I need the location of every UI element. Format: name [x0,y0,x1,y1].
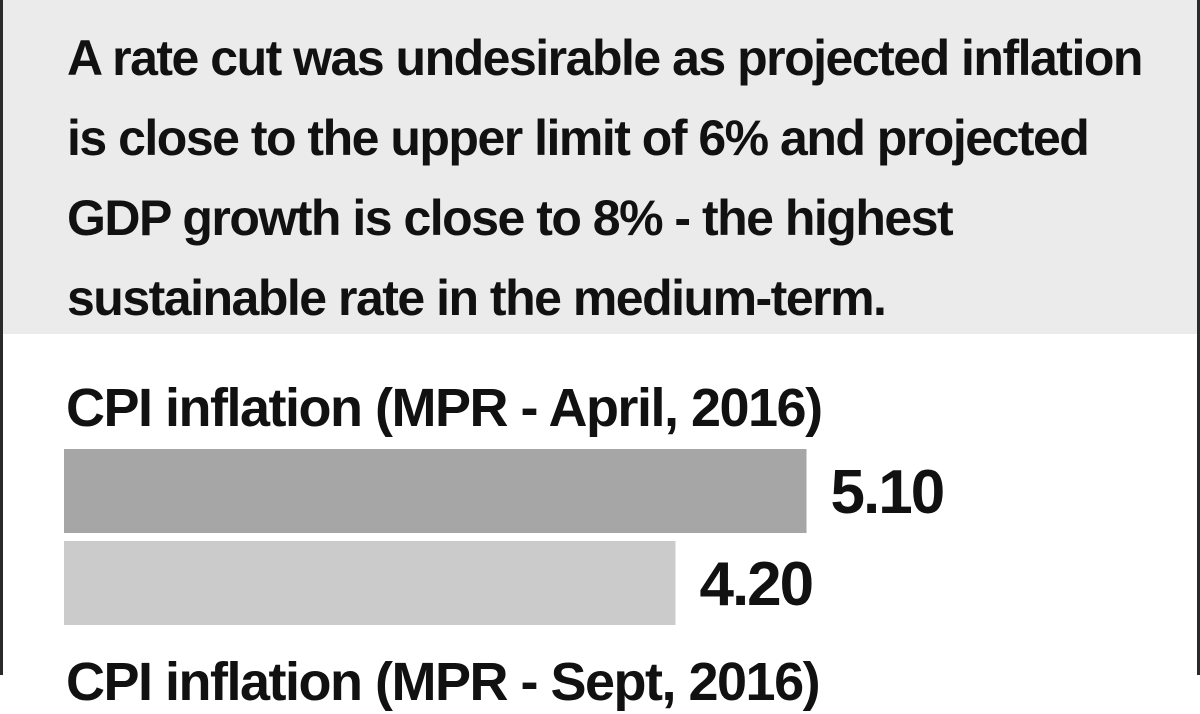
intro-text: A rate cut was undesirable as projected … [67,30,1143,326]
bar-value-label-2: 4.20 [699,550,812,619]
left-frame-border [0,0,3,675]
bar-2 [64,541,676,625]
bar-1 [64,449,807,533]
cpi-bar-chart: 5.10 4.20 [64,449,945,625]
bar-value-label-1: 5.10 [831,458,944,527]
chart-title: CPI inflation (MPR - April, 2016) [66,378,823,438]
intro-panel: A rate cut was undesirable as projected … [3,0,1197,334]
next-chart-title: CPI inflation (MPR - Sept, 2016) [66,652,821,712]
right-frame-border [1197,0,1200,675]
